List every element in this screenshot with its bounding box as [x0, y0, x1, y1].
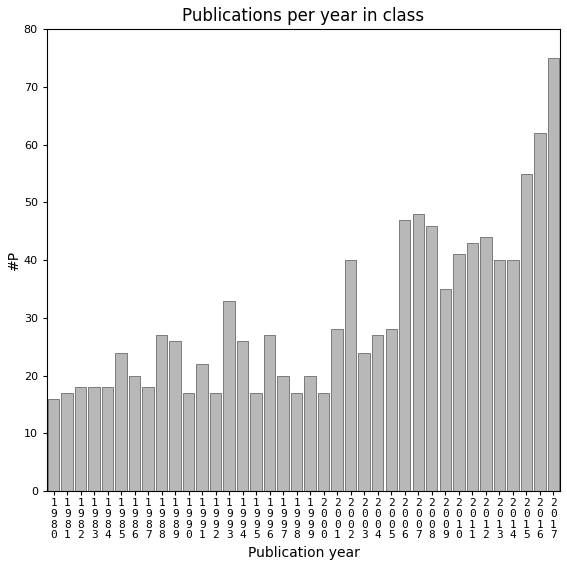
- Bar: [88, 387, 100, 491]
- Y-axis label: #P: #P: [7, 250, 21, 270]
- Bar: [196, 364, 208, 491]
- Bar: [318, 393, 329, 491]
- Bar: [386, 329, 397, 491]
- Bar: [345, 260, 357, 491]
- Bar: [439, 289, 451, 491]
- Bar: [237, 341, 248, 491]
- Bar: [102, 387, 113, 491]
- Bar: [156, 335, 167, 491]
- Bar: [453, 255, 464, 491]
- Bar: [251, 393, 262, 491]
- Bar: [480, 237, 492, 491]
- Bar: [372, 335, 383, 491]
- Bar: [48, 399, 60, 491]
- Bar: [467, 243, 478, 491]
- Bar: [291, 393, 302, 491]
- Bar: [332, 329, 343, 491]
- Bar: [548, 58, 559, 491]
- Bar: [75, 387, 86, 491]
- Bar: [223, 301, 235, 491]
- Bar: [210, 393, 222, 491]
- Bar: [170, 341, 181, 491]
- Bar: [277, 376, 289, 491]
- Bar: [507, 260, 519, 491]
- Bar: [142, 387, 154, 491]
- Bar: [129, 376, 141, 491]
- Bar: [493, 260, 505, 491]
- Bar: [521, 174, 532, 491]
- Bar: [304, 376, 316, 491]
- X-axis label: Publication year: Publication year: [248, 546, 359, 560]
- Bar: [413, 214, 424, 491]
- Bar: [426, 226, 438, 491]
- Bar: [116, 353, 127, 491]
- Bar: [61, 393, 73, 491]
- Title: Publications per year in class: Publications per year in class: [183, 7, 425, 25]
- Bar: [534, 133, 545, 491]
- Bar: [358, 353, 370, 491]
- Bar: [264, 335, 276, 491]
- Bar: [183, 393, 194, 491]
- Bar: [399, 220, 411, 491]
